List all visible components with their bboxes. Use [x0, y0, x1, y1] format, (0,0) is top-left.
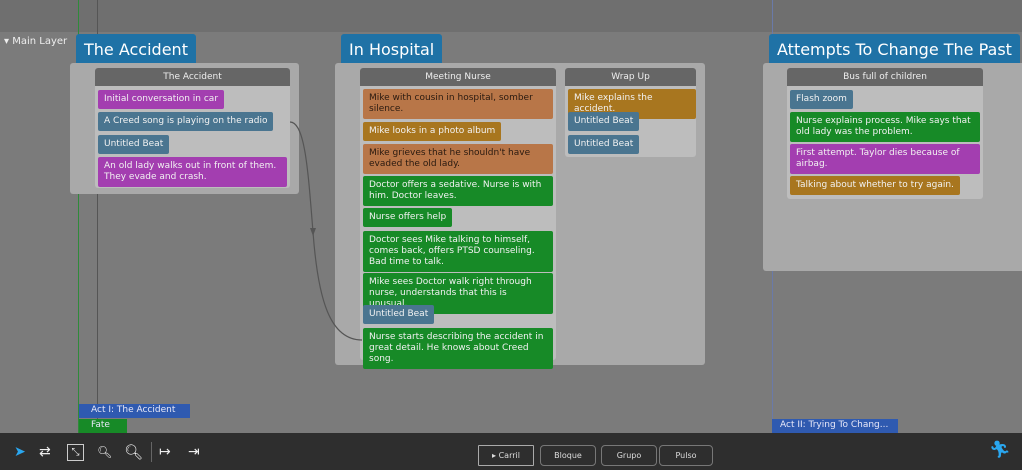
beat[interactable]: Untitled Beat: [568, 135, 640, 154]
mode-grupo[interactable]: Grupo: [601, 445, 657, 466]
beat[interactable]: Talking about whether to try again.: [790, 176, 960, 195]
pointer-icon[interactable]: ➤: [14, 444, 26, 460]
beat[interactable]: Nurse offers help: [363, 208, 453, 227]
swap-icon[interactable]: ⇄: [39, 444, 51, 460]
beat[interactable]: Doctor offers a sedative. Nurse is with …: [363, 176, 553, 206]
go-end-icon[interactable]: ⇥: [188, 444, 200, 460]
sequence-box: The Accident Initial conversation in car…: [70, 63, 299, 194]
beat[interactable]: A Creed song is playing on the radio: [98, 112, 274, 131]
sequence-tab[interactable]: Attempts To Change The Past: [769, 34, 1020, 63]
beat[interactable]: Untitled Beat: [568, 112, 640, 131]
zoom-out-icon[interactable]: 🔍︎: [97, 445, 113, 459]
beat[interactable]: First attempt. Taylor dies because of ai…: [790, 144, 980, 174]
beat[interactable]: Flash zoom: [790, 90, 853, 109]
beat[interactable]: Mike looks in a photo album: [363, 122, 502, 141]
mode-label: Bloque: [554, 451, 582, 460]
scene-title: The Accident: [95, 68, 290, 86]
fit-icon[interactable]: ⤡: [67, 444, 84, 461]
act-line: [78, 0, 79, 433]
act-label[interactable]: Fate: [79, 419, 127, 433]
beat[interactable]: Nurse explains process. Mike says that o…: [790, 112, 980, 142]
go-start-icon[interactable]: ↦: [159, 444, 171, 460]
layer-toggle[interactable]: ▾ Main Layer: [4, 36, 68, 47]
beat[interactable]: Mike with cousin in hospital, somber sil…: [363, 89, 553, 119]
layer-label: Main Layer: [12, 36, 68, 47]
sequence-tab[interactable]: In Hospital: [341, 34, 443, 63]
act-label[interactable]: Act II: Trying To Chang...: [772, 419, 898, 433]
bottom-toolbar: [0, 433, 1022, 470]
runner-icon[interactable]: 🏃︎: [989, 440, 1011, 460]
beat-link[interactable]: [0, 0, 1022, 433]
beat[interactable]: Mike grieves that he shouldn't have evad…: [363, 144, 553, 174]
mode-pulso[interactable]: Pulso: [659, 445, 713, 466]
beat[interactable]: Doctor sees Mike talking to himself, com…: [363, 231, 553, 272]
sequence-tab[interactable]: The Accident: [76, 34, 196, 63]
scene-title: Meeting Nurse: [360, 68, 556, 86]
scene[interactable]: Bus full of children Flash zoom Nurse ex…: [787, 68, 983, 199]
top-strip: [0, 0, 1022, 32]
beat[interactable]: Nurse starts describing the accident in …: [363, 328, 553, 369]
scene-title: Wrap Up: [565, 68, 696, 86]
mode-label: Pulso: [675, 451, 697, 460]
mode-label: Grupo: [616, 451, 642, 460]
zoom-in-icon[interactable]: 🔍︎: [124, 443, 144, 461]
scene-title: Bus full of children: [787, 68, 983, 86]
mode-label: Carril: [498, 451, 520, 460]
beat[interactable]: Untitled Beat: [363, 305, 435, 324]
sequence-box: Bus full of children Flash zoom Nurse ex…: [763, 63, 1022, 271]
scene[interactable]: The Accident Initial conversation in car…: [95, 68, 290, 188]
sequence-box: Meeting Nurse Mike with cousin in hospit…: [335, 63, 705, 369]
beat[interactable]: Initial conversation in car: [98, 90, 225, 109]
mode-bloque[interactable]: Bloque: [540, 445, 596, 466]
playhead-line[interactable]: [97, 0, 98, 433]
scene[interactable]: Meeting Nurse Mike with cousin in hospit…: [360, 68, 556, 369]
mode-carril[interactable]: ▸ Carril: [478, 445, 534, 466]
beat[interactable]: Untitled Beat: [98, 135, 170, 154]
scene[interactable]: Wrap Up Mike explains the accident. Unti…: [565, 68, 696, 157]
act-label[interactable]: Act I: The Accident: [79, 404, 190, 418]
beat[interactable]: An old lady walks out in front of them. …: [98, 157, 287, 187]
toolbar-divider: [151, 442, 152, 462]
